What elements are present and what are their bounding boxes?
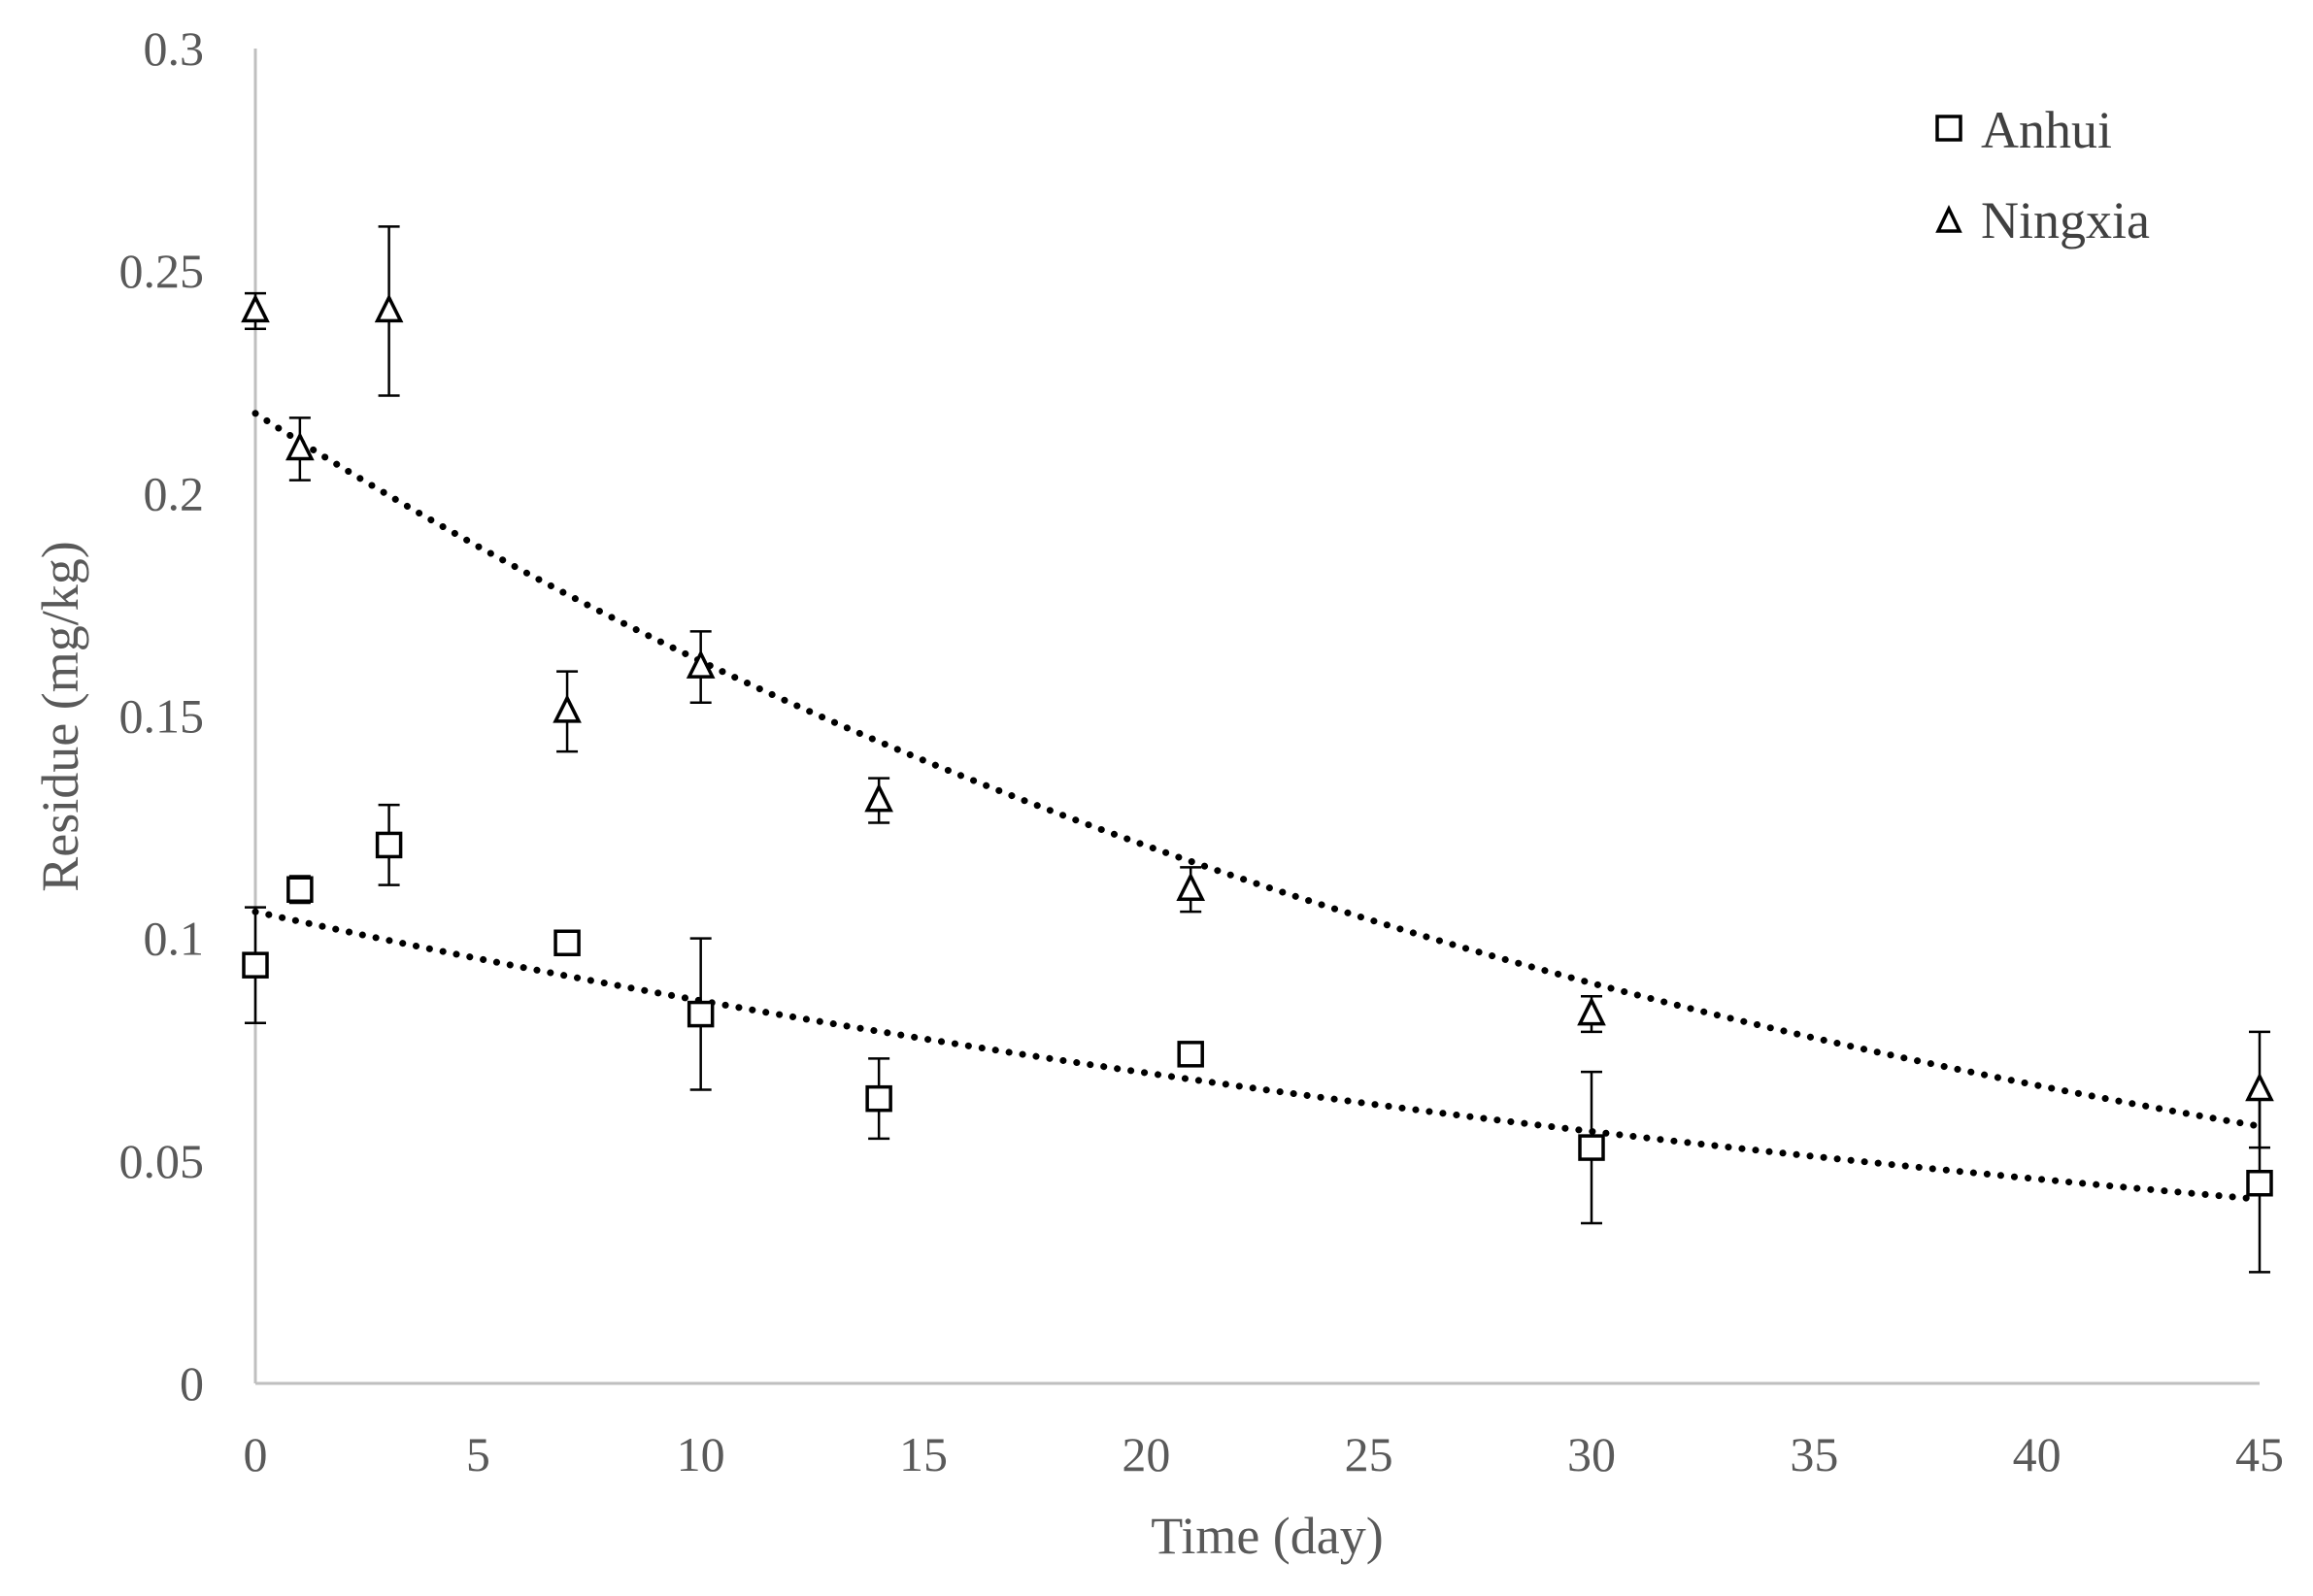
data-point-anhui <box>1578 1134 1605 1161</box>
x-tick-label: 10 <box>677 1427 725 1481</box>
data-point-ningxia <box>241 293 270 323</box>
data-point-anhui <box>687 1000 715 1028</box>
y-tick-label: 0.25 <box>119 244 205 298</box>
y-tick-label: 0 <box>180 1356 204 1411</box>
legend-label-ningxia: Ningxia <box>1981 191 2150 249</box>
x-axis-title: Time (day) <box>1151 1507 1384 1565</box>
legend-square-marker-icon <box>1935 115 1962 142</box>
x-tick-label: 25 <box>1345 1427 1393 1481</box>
y-tick-label: 0.3 <box>144 21 205 76</box>
y-tick-label: 0.05 <box>119 1134 205 1188</box>
data-point-anhui <box>242 951 269 979</box>
y-axis: 0 0.05 0.1 0.15 0.2 0.25 0.3 <box>119 21 257 1411</box>
y-tick-label: 0.15 <box>119 689 205 744</box>
error-bars <box>245 225 2270 1274</box>
data-point-anhui <box>553 929 581 956</box>
y-axis-title: Residue (mg/kg) <box>31 541 89 891</box>
x-tick-label: 20 <box>1122 1427 1170 1481</box>
data-point-anhui <box>375 831 403 859</box>
data-point-ningxia <box>1577 996 1606 1026</box>
x-tick-label: 40 <box>2013 1427 2062 1481</box>
legend-triangle-marker-icon <box>1935 204 1962 233</box>
legend-item-anhui: Anhui <box>1935 101 2112 159</box>
legend-label-anhui: Anhui <box>1981 101 2112 159</box>
y-tick-label: 0.2 <box>144 466 205 520</box>
data-point-ningxia <box>285 431 315 461</box>
data-point-ningxia <box>374 293 404 323</box>
legend-item-ningxia: Ningxia <box>1935 191 2150 249</box>
data-point-ningxia <box>1176 872 1206 901</box>
x-tick-label: 45 <box>2235 1427 2284 1481</box>
data-points <box>241 293 2274 1197</box>
x-tick-label: 5 <box>466 1427 490 1481</box>
data-point-anhui <box>865 1084 892 1113</box>
legend: Anhui Ningxia <box>1935 101 2150 249</box>
trendline-anhui <box>251 908 2263 1203</box>
data-point-anhui <box>2246 1170 2273 1197</box>
trendline-ningxia <box>251 410 2263 1130</box>
data-point-ningxia <box>686 649 716 679</box>
x-tick-label: 30 <box>1567 1427 1616 1481</box>
data-point-ningxia <box>2245 1072 2274 1102</box>
data-point-anhui <box>1177 1041 1204 1068</box>
data-point-anhui <box>286 876 314 903</box>
x-axis: 0 5 10 15 20 25 30 35 40 45 <box>244 1381 2284 1481</box>
x-tick-label: 0 <box>244 1427 268 1481</box>
data-point-ningxia <box>864 782 893 813</box>
x-tick-label: 15 <box>899 1427 948 1481</box>
x-tick-label: 35 <box>1790 1427 1838 1481</box>
y-tick-label: 0.1 <box>144 912 205 966</box>
data-point-ningxia <box>553 694 582 723</box>
trendlines <box>251 410 2263 1203</box>
